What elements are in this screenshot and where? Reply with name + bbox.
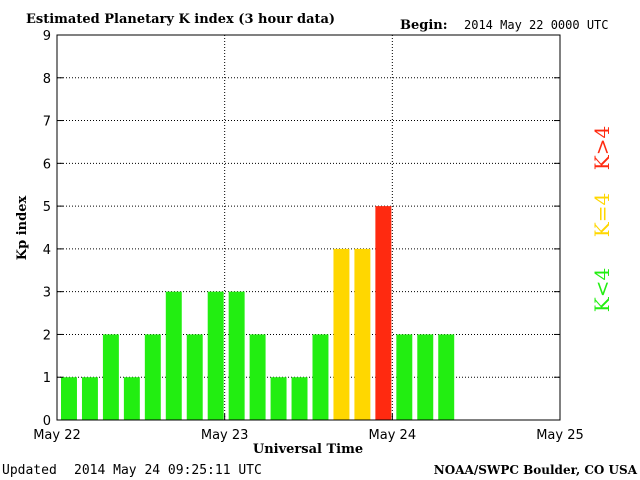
begin-label: Begin: — [400, 18, 448, 33]
legend-high: K>4 — [590, 126, 614, 170]
kp-bar — [61, 377, 77, 420]
source-credit: NOAA/SWPC Boulder, CO USA — [434, 463, 638, 477]
kp-bar — [270, 377, 287, 420]
x-axis-label: Universal Time — [253, 442, 363, 457]
kp-bar — [123, 377, 140, 420]
y-tick-label: 1 — [43, 371, 51, 386]
y-tick-label: 5 — [43, 200, 51, 215]
x-tick-label: May 23 — [201, 428, 249, 443]
y-tick-label: 6 — [43, 157, 51, 172]
begin-value: 2014 May 22 0000 UTC — [464, 18, 609, 32]
legend-low: K<4 — [590, 268, 614, 312]
y-ticks: 0 1 2 3 4 5 6 7 8 9 — [43, 29, 560, 429]
chart-title: Estimated Planetary K index (3 hour data… — [26, 12, 335, 27]
y-tick-label: 9 — [43, 29, 51, 44]
y-tick-label: 7 — [43, 115, 51, 130]
y-tick-label: 2 — [43, 328, 51, 343]
grid — [57, 35, 560, 420]
plot-frame — [56, 34, 561, 421]
kp-bar — [102, 334, 119, 420]
y-tick-label: 3 — [43, 286, 51, 301]
kp-bar — [354, 248, 371, 420]
kp-bar — [312, 334, 329, 420]
x-tick-label: May 25 — [536, 428, 584, 443]
kp-bar — [144, 334, 161, 420]
y-tick-label: 4 — [43, 243, 51, 258]
kp-bar — [396, 334, 413, 420]
kp-bar — [207, 291, 224, 420]
y-tick-label: 8 — [43, 72, 51, 87]
kp-bar — [165, 291, 182, 420]
x-tick-label: May 22 — [33, 428, 81, 443]
y-tick-label: 0 — [43, 414, 51, 429]
kp-bar — [249, 334, 266, 420]
x-ticks: May 22 May 23 May 24 May 25 — [33, 414, 584, 443]
kp-bar — [186, 334, 203, 420]
kp-bar — [438, 334, 455, 420]
kp-bar — [375, 206, 392, 420]
kp-bar — [228, 291, 245, 420]
kp-bar — [417, 334, 434, 420]
updated-label: Updated — [2, 463, 57, 478]
x-tick-label: May 24 — [369, 428, 417, 443]
updated-value: 2014 May 24 09:25:11 UTC — [74, 463, 262, 478]
kp-bar — [333, 248, 350, 420]
bars — [61, 206, 455, 420]
legend-mid: K=4 — [590, 193, 614, 237]
kp-bar — [81, 377, 98, 420]
kp-bar — [291, 377, 308, 420]
y-axis-label: Kp index — [15, 196, 30, 261]
